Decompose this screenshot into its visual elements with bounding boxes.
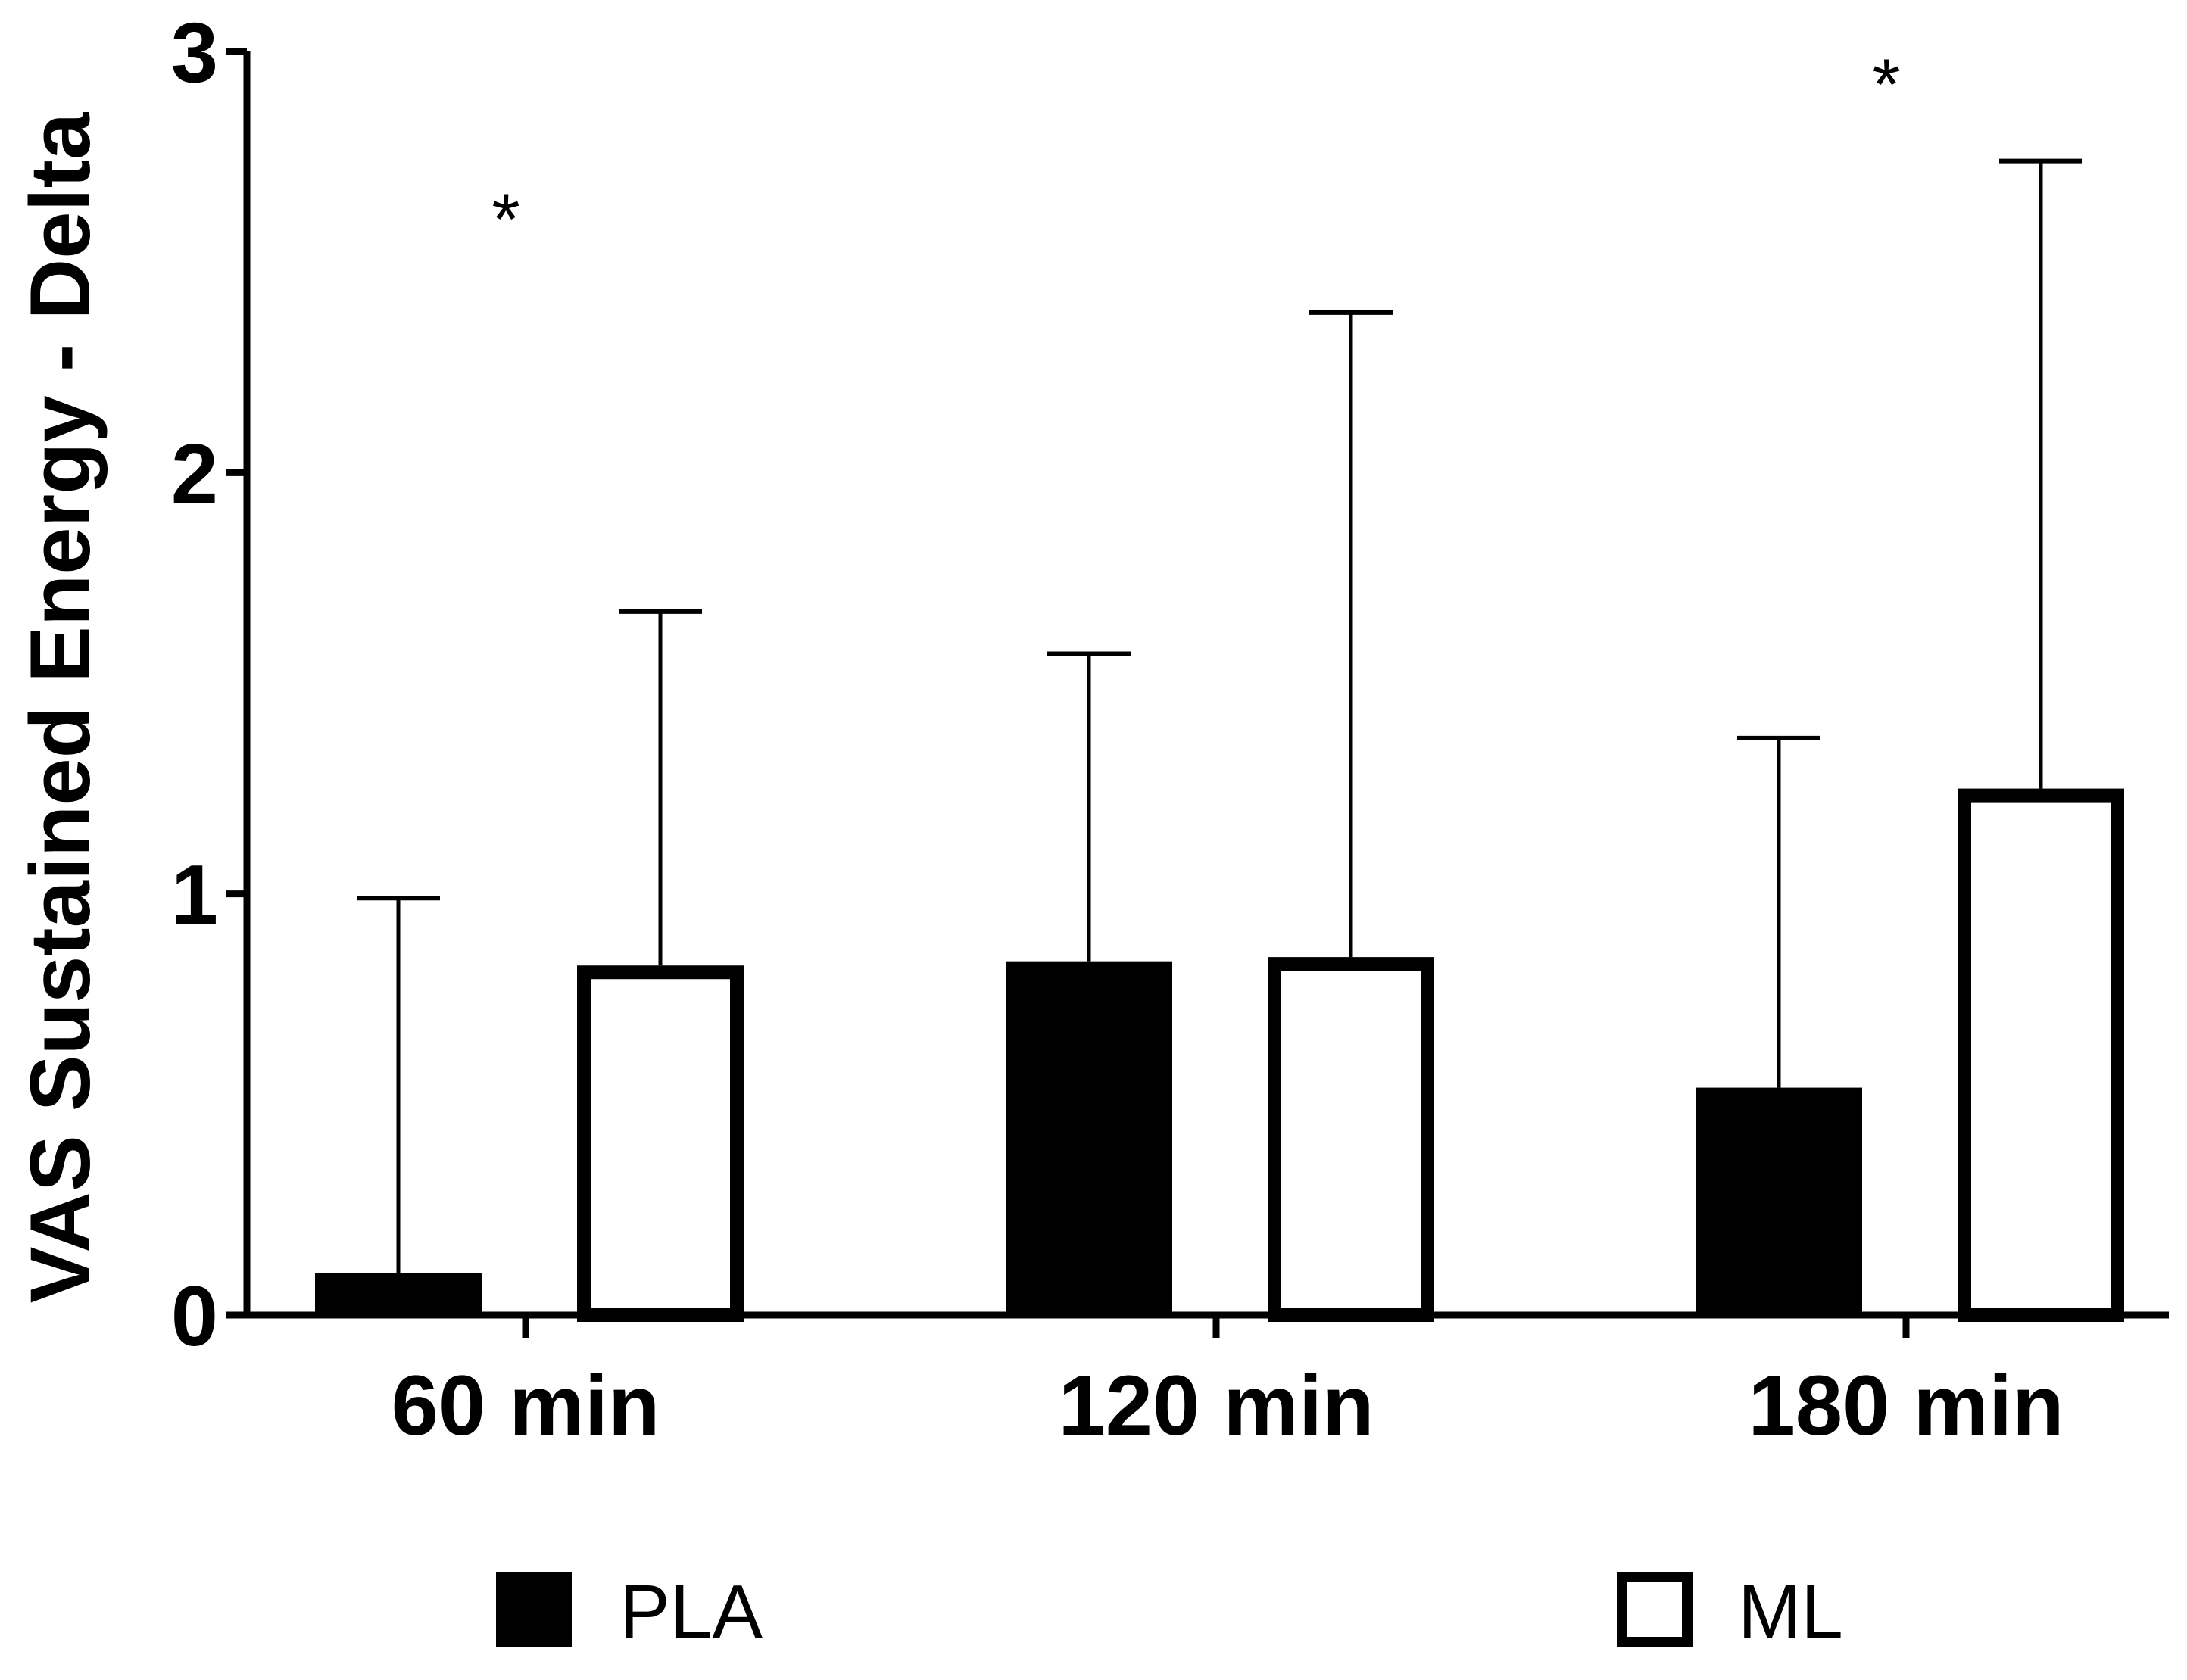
error-bars — [357, 158, 2082, 1273]
axes — [243, 51, 2169, 1319]
legend: PLA ML — [496, 1569, 1843, 1654]
ml-bar — [1958, 788, 2124, 1323]
pla-bar — [315, 1273, 482, 1315]
significance-asterisk: * — [1872, 45, 1900, 126]
y-tick-label: 3 — [171, 5, 218, 100]
ml-bar — [1268, 957, 1434, 1323]
y-tick-label: 0 — [171, 1269, 218, 1364]
legend-swatch-ml — [1617, 1572, 1693, 1647]
legend-label-ml: ML — [1738, 1569, 1843, 1654]
pla-bar — [1696, 1087, 1862, 1315]
legend-swatch-pla — [496, 1572, 572, 1647]
significance-markers: ** — [491, 45, 1900, 260]
y-tick-label: 2 — [171, 426, 218, 521]
x-axis-ticks: 60 min 120 min 180 min — [392, 1315, 2064, 1453]
x-tick-label: 120 min — [1058, 1358, 1374, 1453]
pla-bar — [1006, 961, 1172, 1315]
y-tick-label: 1 — [171, 848, 218, 943]
bars — [315, 788, 2124, 1323]
ml-bar — [577, 965, 744, 1322]
legend-label-pla: PLA — [619, 1569, 763, 1654]
y-axis-title: VAS Sustained Energy - Delta — [13, 112, 108, 1303]
y-axis-ticks: 0 1 2 3 — [171, 5, 247, 1364]
x-tick-label: 60 min — [392, 1358, 660, 1453]
significance-asterisk: * — [491, 179, 519, 260]
x-tick-label: 180 min — [1748, 1358, 2064, 1453]
